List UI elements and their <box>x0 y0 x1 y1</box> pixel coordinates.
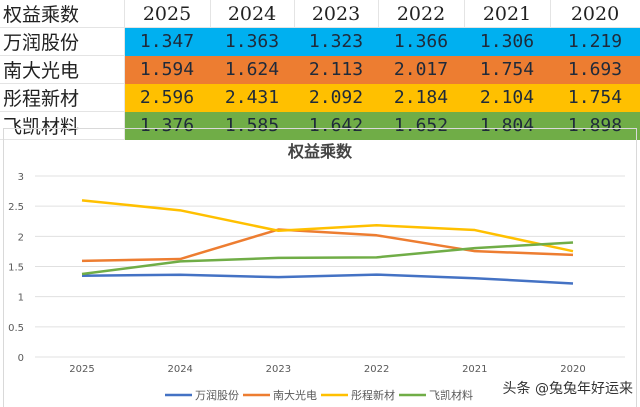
value-cell: 2.596 <box>124 83 210 112</box>
company-name: 飞凯材料 <box>0 111 125 140</box>
year-header: 2022 <box>378 0 465 28</box>
value-cell: 1.594 <box>124 55 210 84</box>
x-tick-label: 2021 <box>462 364 487 375</box>
value-cell: 2.431 <box>210 83 294 112</box>
value-cell: 1.624 <box>210 55 294 84</box>
year-header: 2023 <box>294 0 379 28</box>
header-label: 权益乘数 <box>0 0 125 28</box>
legend-label: 万润股份 <box>195 388 239 402</box>
header-row: 权益乘数 2025 2024 2023 2022 2021 2020 <box>0 0 640 28</box>
watermark: 头条 @兔兔年好运来 <box>503 380 633 397</box>
y-tick-label: 3 <box>18 172 24 183</box>
value-cell: 2.104 <box>464 83 550 112</box>
legend-label: 彤程新材 <box>351 388 395 402</box>
value-cell: 1.804 <box>464 111 550 140</box>
value-cell: 2.113 <box>294 55 378 84</box>
value-cell: 1.366 <box>378 27 464 56</box>
x-tick-label: 2025 <box>69 364 94 375</box>
table-row: 万润股份 1.347 1.363 1.323 1.366 1.306 1.219 <box>0 27 640 56</box>
value-cell: 2.017 <box>378 55 464 84</box>
value-cell: 1.347 <box>124 27 210 56</box>
x-tick-label: 2020 <box>560 364 585 375</box>
y-tick-label: 2.5 <box>8 202 24 213</box>
value-cell: 2.092 <box>294 83 378 112</box>
y-tick-label: 1.5 <box>8 263 24 274</box>
value-cell: 1.323 <box>294 27 378 56</box>
y-tick-label: 2 <box>18 232 24 243</box>
year-header: 2020 <box>550 0 640 28</box>
series-line <box>81 273 574 285</box>
value-cell: 1.754 <box>464 55 550 84</box>
series-line <box>81 228 574 263</box>
x-tick-label: 2023 <box>266 364 291 375</box>
company-name: 南大光电 <box>0 55 125 84</box>
series-line <box>81 241 574 276</box>
value-cell: 1.693 <box>550 55 640 84</box>
value-cell: 1.363 <box>210 27 294 56</box>
value-cell: 1.642 <box>294 111 378 140</box>
y-tick-label: 1 <box>18 293 24 304</box>
chart-panel <box>3 128 637 407</box>
value-cell: 1.585 <box>210 111 294 140</box>
value-cell: 2.184 <box>378 83 464 112</box>
company-name: 万润股份 <box>0 27 125 56</box>
table-row: 彤程新材 2.596 2.431 2.092 2.184 2.104 1.754 <box>0 83 640 112</box>
table-row: 飞凯材料 1.376 1.585 1.642 1.652 1.804 1.898 <box>0 111 640 140</box>
chart-title: 权益乘数 <box>287 142 353 161</box>
year-header: 2021 <box>464 0 551 28</box>
legend-label: 飞凯材料 <box>429 388 473 402</box>
y-tick-label: 0 <box>18 353 24 364</box>
value-cell: 1.652 <box>378 111 464 140</box>
legend-label: 南大光电 <box>273 388 317 402</box>
value-cell: 1.898 <box>550 111 640 140</box>
table-row: 南大光电 1.594 1.624 2.113 2.017 1.754 1.693 <box>0 55 640 84</box>
y-tick-label: 0.5 <box>8 323 24 334</box>
year-header: 2025 <box>124 0 211 28</box>
value-cell: 1.376 <box>124 111 210 140</box>
data-table: 权益乘数 2025 2024 2023 2022 2021 2020 万润股份 1.347 1.3… <box>0 0 640 140</box>
value-cell: 1.754 <box>550 83 640 112</box>
value-cell: 1.306 <box>464 27 550 56</box>
x-tick-label: 2024 <box>167 364 192 375</box>
series-line <box>81 199 574 253</box>
x-tick-label: 2022 <box>364 364 389 375</box>
value-cell: 1.219 <box>550 27 640 56</box>
year-header: 2024 <box>210 0 295 28</box>
company-name: 彤程新材 <box>0 83 125 112</box>
